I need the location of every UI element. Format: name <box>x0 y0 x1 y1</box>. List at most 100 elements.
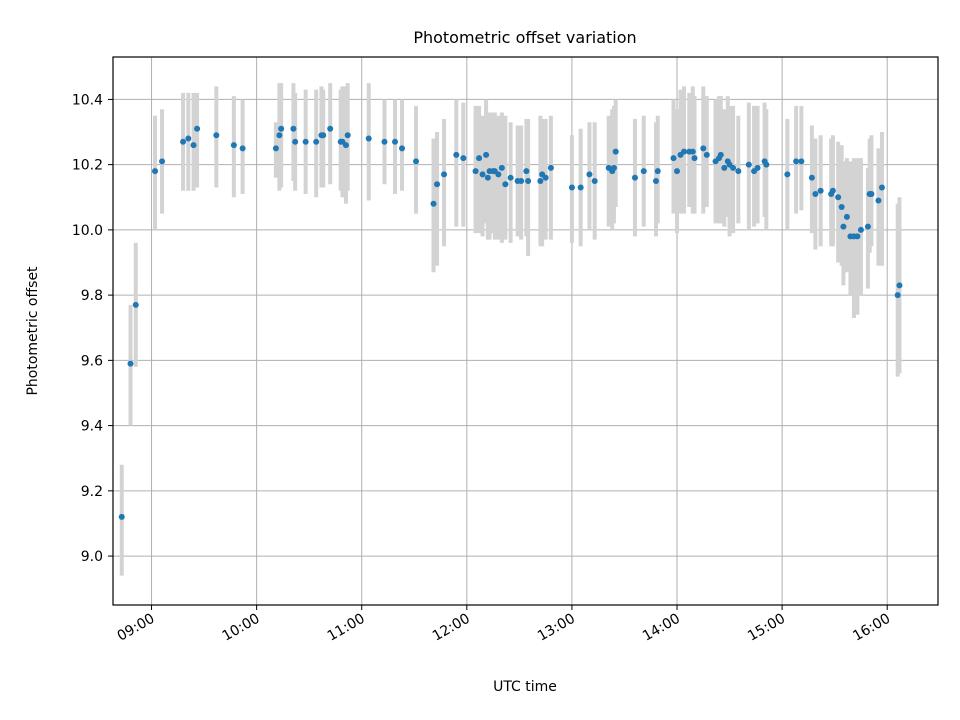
data-point <box>453 151 460 158</box>
data-point <box>721 164 728 171</box>
data-point <box>180 138 187 145</box>
data-point <box>745 161 752 168</box>
data-point <box>652 177 659 184</box>
data-point <box>381 138 388 145</box>
data-point <box>875 197 882 204</box>
data-point <box>700 145 707 152</box>
data-point <box>547 164 554 171</box>
data-point <box>681 148 688 155</box>
data-point <box>835 194 842 201</box>
data-point <box>586 171 593 178</box>
data-point <box>434 181 441 188</box>
data-point <box>159 158 166 165</box>
data-point <box>610 164 617 171</box>
data-point <box>276 132 283 139</box>
data-point <box>730 164 737 171</box>
chart-title: Photometric offset variation <box>413 28 636 47</box>
data-point <box>313 138 320 145</box>
data-point <box>344 132 351 139</box>
data-point <box>365 135 372 142</box>
data-point <box>808 174 815 181</box>
data-point <box>817 187 824 194</box>
data-point <box>523 168 530 175</box>
data-point <box>290 125 297 132</box>
data-point <box>674 168 681 175</box>
data-point <box>502 181 509 188</box>
y-tick-label: 9.6 <box>81 353 103 369</box>
data-point <box>239 145 246 152</box>
data-point <box>194 125 201 132</box>
data-point <box>591 177 598 184</box>
data-point <box>472 168 479 175</box>
y-axis-label: Photometric offset <box>25 266 41 396</box>
data-point <box>691 155 698 162</box>
data-point <box>640 168 647 175</box>
data-point <box>518 177 525 184</box>
y-tick-label: 10.4 <box>72 92 103 108</box>
y-tick-label: 9.4 <box>81 419 103 435</box>
data-point <box>754 164 761 171</box>
data-point <box>612 148 619 155</box>
data-point <box>399 145 406 152</box>
data-point <box>342 142 349 149</box>
data-point <box>483 151 490 158</box>
data-point <box>735 168 742 175</box>
data-point <box>507 174 514 181</box>
data-point <box>829 187 836 194</box>
data-point <box>127 360 134 367</box>
data-point <box>568 184 575 191</box>
data-point <box>292 138 299 145</box>
data-point <box>476 155 483 162</box>
data-point <box>498 164 505 171</box>
data-point <box>843 213 850 220</box>
data-point <box>896 282 903 289</box>
data-point <box>840 223 847 230</box>
data-point <box>525 177 532 184</box>
y-axis-ticks: 9.0 9.2 9.4 9.6 9.8 10.0 10.2 10.4 <box>72 92 113 565</box>
data-point <box>484 174 491 181</box>
data-point <box>670 155 677 162</box>
data-point <box>413 158 420 165</box>
data-point <box>631 174 638 181</box>
y-tick-label: 9.0 <box>81 549 103 565</box>
data-points <box>118 125 903 520</box>
data-point <box>460 155 467 162</box>
data-point <box>784 171 791 178</box>
data-point <box>577 184 584 191</box>
data-point <box>878 184 885 191</box>
data-point <box>654 168 661 175</box>
data-point <box>537 177 544 184</box>
data-point <box>717 151 724 158</box>
data-point <box>542 174 549 181</box>
data-point <box>190 142 197 149</box>
data-point <box>479 171 486 178</box>
data-point <box>441 171 448 178</box>
data-point <box>118 513 125 520</box>
y-tick-label: 10.2 <box>72 158 103 174</box>
data-point <box>213 132 220 139</box>
data-point <box>430 200 437 207</box>
data-point <box>278 125 285 132</box>
data-point <box>230 142 237 149</box>
data-point <box>838 204 845 211</box>
data-point <box>854 233 861 240</box>
data-point <box>495 171 502 178</box>
data-point <box>689 148 696 155</box>
data-point <box>763 161 770 168</box>
data-point <box>894 292 901 299</box>
data-point <box>793 158 800 165</box>
data-point <box>703 151 710 158</box>
data-point <box>798 158 805 165</box>
y-tick-label: 9.8 <box>81 288 103 304</box>
data-point <box>185 135 192 142</box>
y-tick-label: 9.2 <box>81 484 103 500</box>
y-tick-label: 10.0 <box>72 223 103 239</box>
data-point <box>392 138 399 145</box>
data-point <box>132 301 139 308</box>
data-point <box>320 132 327 139</box>
data-point <box>302 138 309 145</box>
data-point <box>857 226 864 233</box>
data-point <box>864 223 871 230</box>
plot-frame <box>112 56 939 606</box>
